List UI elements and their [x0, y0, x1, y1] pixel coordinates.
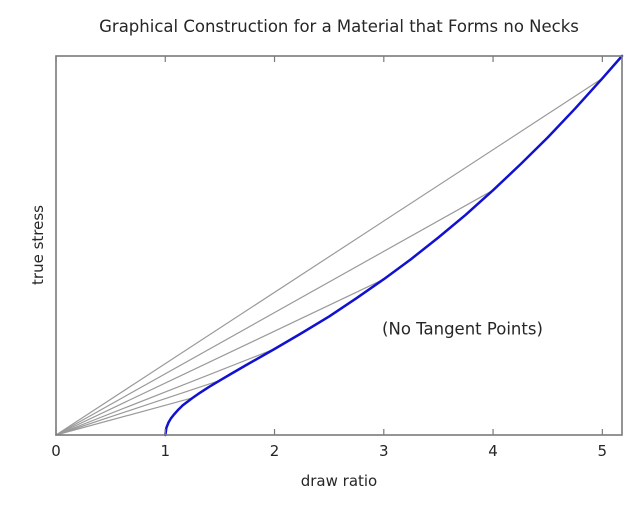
secant-line	[55, 379, 221, 436]
x-axis-label: draw ratio	[300, 472, 378, 490]
secant-line	[55, 397, 194, 436]
x-tick-label: 4	[488, 442, 498, 460]
x-tick-label: 5	[598, 442, 608, 460]
chart-title: Graphical Construction for a Material th…	[99, 17, 579, 36]
x-tick-label: 2	[270, 442, 280, 460]
secant-line	[55, 189, 494, 436]
true-stress-curve	[164, 54, 624, 437]
secant-line	[55, 348, 276, 436]
secant-line	[55, 77, 603, 436]
x-tick-label: 3	[379, 442, 389, 460]
x-tick-label: 0	[51, 442, 61, 460]
x-tick-label: 1	[160, 442, 170, 460]
annotation-no-tangent-points: (No Tangent Points)	[382, 319, 543, 339]
plot-frame	[55, 55, 623, 436]
secant-line	[55, 278, 385, 436]
